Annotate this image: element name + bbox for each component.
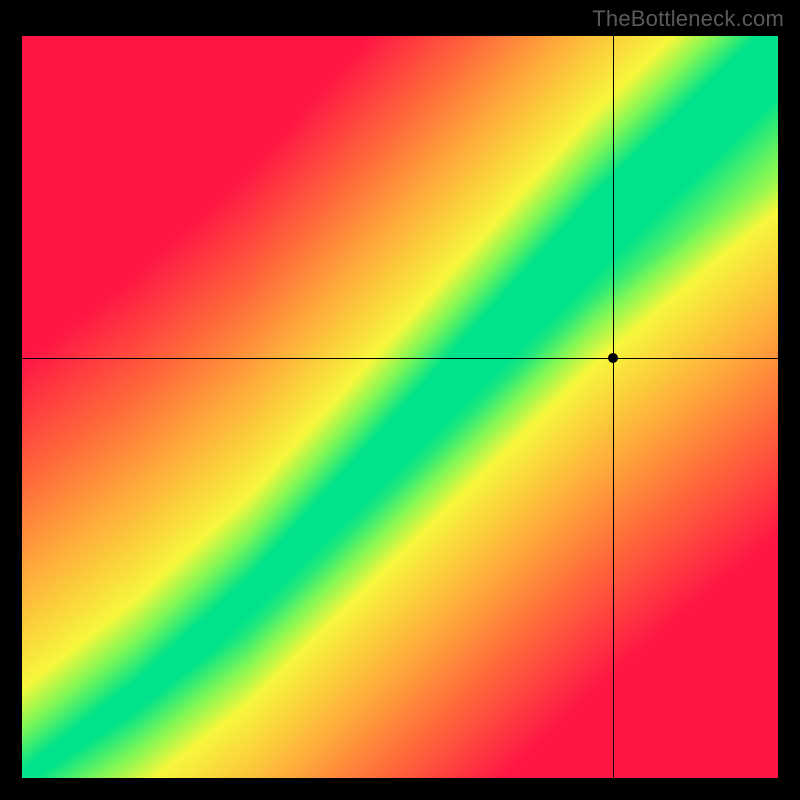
crosshair-horizontal bbox=[22, 358, 778, 359]
heatmap-canvas bbox=[22, 36, 778, 778]
plot-area bbox=[22, 36, 778, 778]
watermark-text: TheBottleneck.com bbox=[592, 6, 784, 32]
marker-dot bbox=[608, 353, 618, 363]
chart-container: TheBottleneck.com bbox=[0, 0, 800, 800]
crosshair-vertical bbox=[613, 36, 614, 778]
